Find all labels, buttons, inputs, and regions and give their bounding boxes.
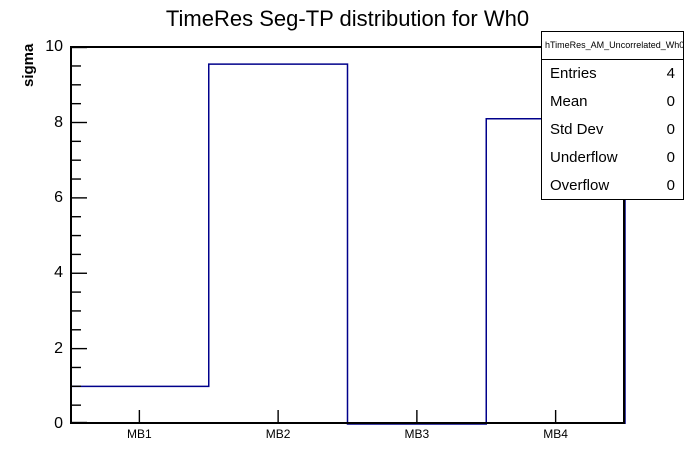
stats-row-label: Overflow xyxy=(550,176,610,194)
y-tick-label: 10 xyxy=(45,38,63,56)
stats-row: Entries 4 xyxy=(542,60,683,88)
y-tick-label: 4 xyxy=(54,264,63,282)
stats-row: Underflow 0 xyxy=(542,143,683,171)
x-tick-label: MB2 xyxy=(265,427,291,441)
stats-row-value: 0 xyxy=(666,120,675,138)
y-tick-label: 0 xyxy=(54,415,63,432)
x-tick-label: MB1 xyxy=(127,427,152,441)
stats-box-title: hTimeRes_AM_Uncorrelated_Wh0 xyxy=(542,32,683,60)
x-tick-label: MB4 xyxy=(543,427,568,441)
plot-frame xyxy=(70,46,625,424)
y-tick-label: 2 xyxy=(54,339,63,357)
stats-row-value: 0 xyxy=(666,93,675,111)
stats-row-value: 0 xyxy=(666,148,675,166)
y-tick-label: 8 xyxy=(54,113,63,131)
stats-row: Overflow 0 xyxy=(542,171,683,199)
stats-row-label: Entries xyxy=(550,65,597,83)
chart-title: TimeRes Seg-TP distribution for Wh0 xyxy=(165,6,530,31)
y-tick-label: 6 xyxy=(54,188,63,206)
stats-row: Mean 0 xyxy=(542,88,683,116)
stats-row-label: Std Dev xyxy=(550,120,604,138)
stats-row-value: 4 xyxy=(666,65,675,83)
x-tick-label: MB3 xyxy=(404,427,430,441)
stats-rows: Entries 4 Mean 0 Std Dev 0 Underflow 0 O… xyxy=(542,60,683,199)
stats-row: Std Dev 0 xyxy=(542,116,683,144)
stats-row-label: Mean xyxy=(550,93,588,111)
stats-row-label: Underflow xyxy=(550,148,618,166)
stats-box: hTimeRes_AM_Uncorrelated_Wh0 Entries 4 M… xyxy=(541,31,684,200)
stats-row-value: 0 xyxy=(666,176,675,194)
